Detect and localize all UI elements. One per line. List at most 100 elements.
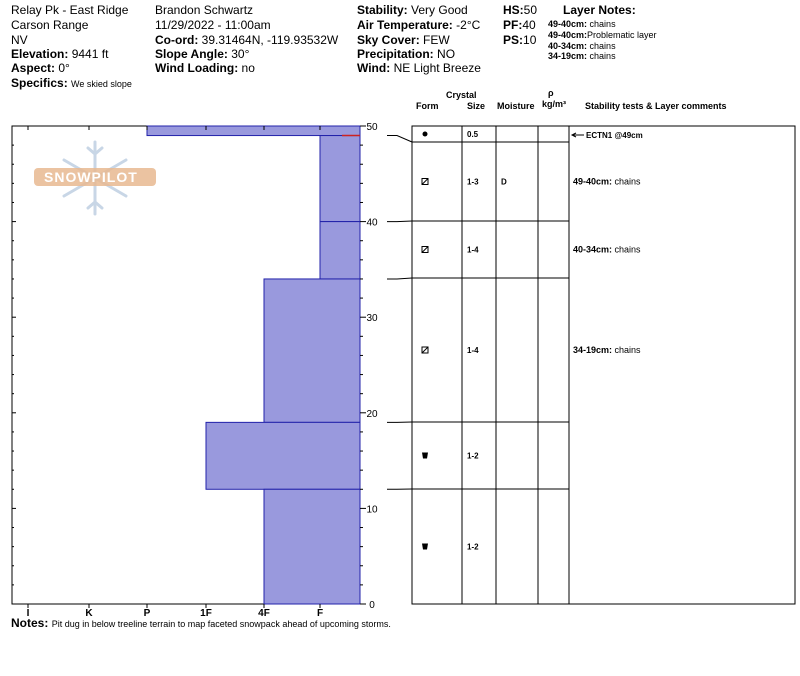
- air-temp-label: Air Temperature:: [357, 18, 453, 32]
- layer-comment: 40-34cm: chains: [573, 245, 641, 255]
- crystal-header: Crystal: [446, 90, 477, 100]
- notes-value: Pit dug in below treeline terrain to map…: [51, 619, 391, 629]
- depth-hoar-icon: [422, 543, 428, 550]
- sky-cover: Sky Cover: FEW: [357, 33, 450, 47]
- hardness-bar: [205, 421, 361, 490]
- layer-comment-range: 49-40cm:: [573, 177, 615, 187]
- ps: PS:10: [503, 33, 536, 47]
- aspect-label: Aspect:: [11, 61, 56, 75]
- stability-comments-header: Stability tests & Layer comments: [585, 101, 727, 111]
- facets-icon: [421, 178, 429, 185]
- size-header: Size: [467, 101, 486, 111]
- sky-value: FEW: [423, 33, 450, 47]
- specifics: Specifics: We skied slope: [11, 76, 132, 90]
- depth-label: 40: [366, 218, 378, 229]
- layer-comment-text: chains: [615, 345, 642, 355]
- layer-connector: [387, 220, 413, 223]
- crystal-size: 0.5: [467, 130, 479, 139]
- facets-icon: [421, 178, 429, 185]
- layer-note-range: 34-19cm:: [548, 51, 588, 61]
- pf-value: 40: [522, 18, 536, 32]
- layer-comment-range: 40-34cm:: [573, 245, 615, 255]
- layer-note-text: Problematic layer: [587, 30, 657, 40]
- facets-icon: [421, 346, 429, 354]
- wind-label: Wind:: [357, 61, 391, 75]
- facets-icon: [421, 246, 429, 253]
- precipitation: Precipitation: NO: [357, 47, 455, 61]
- hardness-label: P: [144, 608, 151, 619]
- rho-header: ρ: [548, 88, 554, 98]
- slope-label: Slope Angle:: [155, 47, 228, 61]
- layer-comment-range: 34-19cm:: [573, 345, 615, 355]
- layer-note-range: 49-40cm:: [548, 30, 588, 40]
- hardness-bar: [263, 278, 361, 423]
- elevation-value: 9441 ft: [71, 47, 109, 61]
- depth-label: 50: [366, 122, 378, 133]
- slope-value: 30°: [231, 47, 250, 61]
- density-unit-header: kg/m³: [542, 99, 567, 109]
- layer-note: 40-34cm: chains: [548, 41, 616, 52]
- notes: Notes: Pit dug in below treeline terrain…: [11, 616, 391, 630]
- hs-value: 50: [523, 3, 538, 17]
- air-temp-value: -2°C: [456, 18, 481, 32]
- state: NV: [11, 33, 28, 47]
- layer-connector: [387, 277, 413, 280]
- stability: Stability: Very Good: [357, 3, 468, 17]
- crystal-size: 1-2: [467, 543, 479, 552]
- crystal-size: 1-3: [467, 178, 479, 187]
- layer-note-text: chains: [589, 19, 616, 29]
- precip-value: NO: [437, 47, 456, 61]
- hardness-label: 4F: [258, 608, 270, 619]
- layer-note-text: chains: [589, 41, 616, 51]
- crystal-size: 1-4: [467, 246, 479, 255]
- crystal-size: 1-2: [467, 452, 479, 461]
- ps-value: 10: [523, 33, 537, 47]
- layer-connector: [387, 135, 413, 143]
- coord-label: Co-ord:: [155, 33, 199, 47]
- range: Carson Range: [11, 18, 89, 32]
- hardness-bar: [319, 135, 361, 223]
- hardness-bar: [263, 488, 361, 605]
- layer-table-frame: [411, 125, 796, 605]
- layer-comment-text: chains: [615, 245, 642, 255]
- depth-label: 20: [366, 409, 378, 420]
- logo-text: SNOWPILOT: [44, 169, 138, 185]
- datetime: 11/29/2022 - 11:00am: [155, 18, 271, 32]
- location: Relay Pk - East Ridge: [11, 3, 129, 17]
- pf: PF:40: [503, 18, 536, 32]
- hardness-label: 1F: [200, 608, 212, 619]
- layer-note: 49-40cm: chains: [548, 19, 616, 30]
- hs: HS:50: [503, 3, 537, 17]
- wind-loading: Wind Loading: no: [155, 61, 255, 75]
- depth-label: 0: [369, 600, 375, 611]
- precip-label: Precipitation:: [357, 47, 434, 61]
- hs-label: HS:: [503, 3, 524, 17]
- snowpilot-logo: SNOWPILOT: [30, 138, 160, 218]
- rounds-icon: [422, 131, 428, 137]
- elevation: Elevation: 9441 ft: [11, 47, 108, 61]
- depth-hoar-icon: [422, 452, 428, 459]
- layer-note-range: 40-34cm:: [548, 41, 588, 51]
- specifics-value: We skied slope: [71, 79, 132, 89]
- hardness-label: K: [85, 608, 93, 619]
- aspect: Aspect: 0°: [11, 61, 70, 75]
- layer-comment-text: chains: [615, 177, 642, 187]
- notes-label: Notes:: [11, 616, 49, 630]
- layer-notes-title: Layer Notes:: [563, 3, 636, 17]
- coordinates: Co-ord: 39.31464N, -119.93532W: [155, 33, 338, 47]
- pf-label: PF:: [503, 18, 523, 32]
- wind: Wind: NE Light Breeze: [357, 61, 481, 75]
- layer-note-text: chains: [589, 51, 616, 61]
- specifics-label: Specifics:: [11, 76, 68, 90]
- layer-note: 49-40cm:Problematic layer: [548, 30, 657, 41]
- wind-loading-value: no: [241, 61, 255, 75]
- facets-icon: [421, 246, 429, 253]
- stability-value: Very Good: [411, 3, 468, 17]
- stability-test-label: ECTN1 @49cm: [586, 131, 643, 140]
- hardness-bar: [146, 125, 361, 137]
- form-header: Form: [416, 101, 439, 111]
- slope-angle: Slope Angle: 30°: [155, 47, 249, 61]
- hardness-bar: [319, 221, 361, 280]
- elevation-label: Elevation:: [11, 47, 69, 61]
